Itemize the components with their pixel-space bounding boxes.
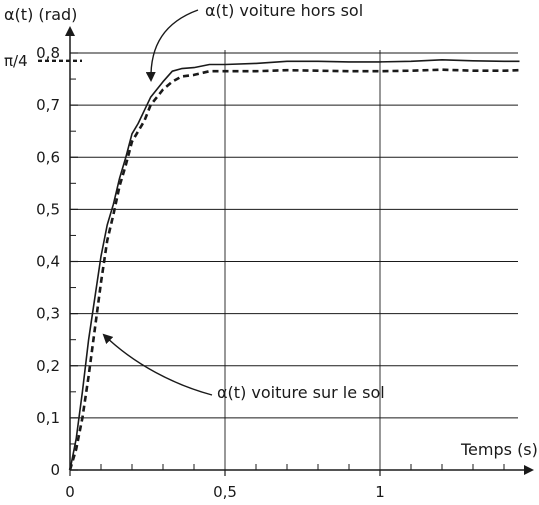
annotation-arrow-off-ground [145, 9, 199, 82]
y-tick-label: 0,5 [36, 200, 60, 218]
y-tick-label: 0,3 [36, 305, 60, 323]
y-tick-label: 0,1 [36, 409, 60, 427]
grid [70, 50, 518, 470]
series-line-off-ground [69, 58, 520, 471]
y-tick-label: 0,7 [36, 96, 60, 114]
y-tick-label: 0,6 [36, 148, 60, 166]
y-tick-label: 0 [50, 461, 60, 479]
y-tick-label: 0,2 [36, 357, 60, 375]
axes: 0 0,1 0,2 0,3 0,4 0,5 0,6 0,7 0,8 0 0,5 1 α(t) (rad)… [4, 5, 538, 501]
y-tick-label: 0,4 [36, 253, 60, 271]
x-axis-title: Temps (s) [460, 440, 538, 459]
series-group [68, 58, 520, 471]
pi-over-4-label: π/4 [4, 52, 28, 70]
annotations: α(t) voiture hors sol α(t) voiture sur le… [102, 1, 385, 402]
series-line-ground [68, 68, 520, 471]
y-axis-title: α(t) (rad) [4, 5, 77, 24]
x-tick-label: 1 [375, 483, 385, 500]
annotation-arrow-ground [102, 333, 213, 396]
x-tick-label: 0 [65, 483, 75, 500]
x-tick-label: 0,5 [213, 483, 237, 500]
y-tick-label: 0,8 [36, 44, 60, 62]
annotation-off-ground: α(t) voiture hors sol [205, 1, 363, 20]
annotation-ground: α(t) voiture sur le sol [217, 383, 385, 402]
